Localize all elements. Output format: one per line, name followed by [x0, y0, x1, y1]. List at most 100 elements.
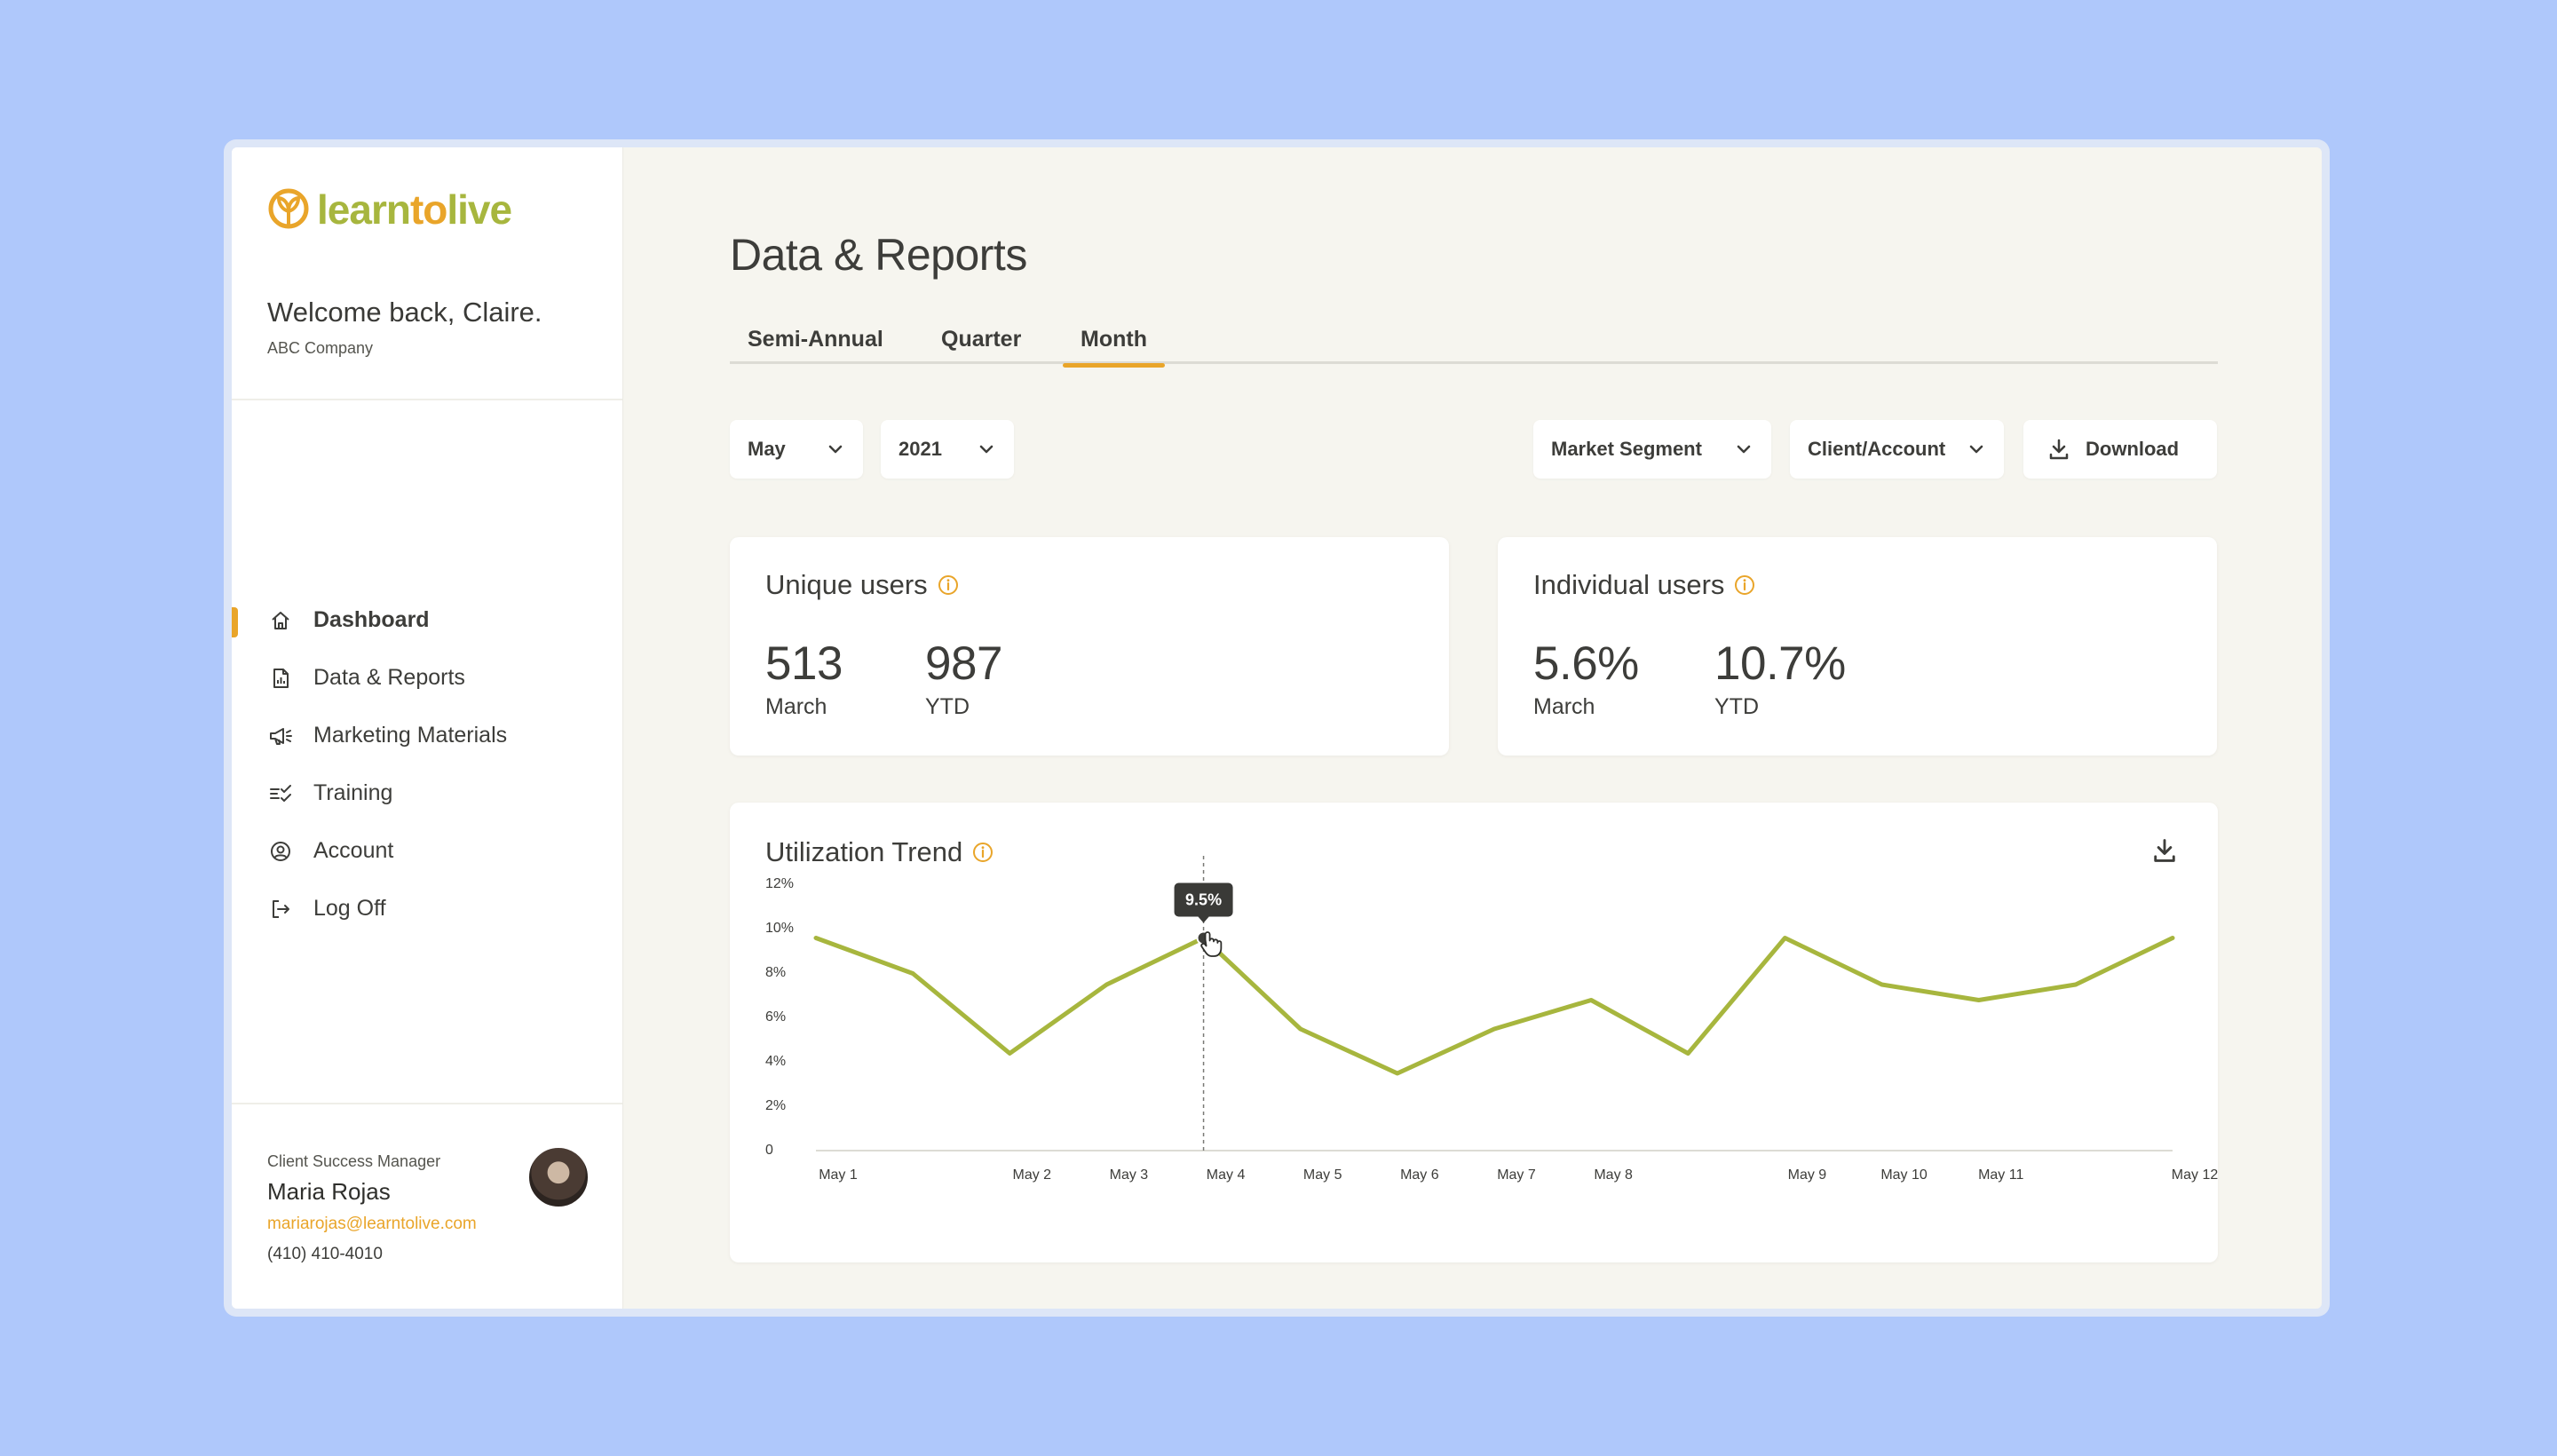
- y-tick-label: 10%: [765, 921, 794, 936]
- stat-label: YTD: [925, 694, 970, 719]
- x-tick-label: May 4: [1207, 1167, 1246, 1183]
- card-title: Utilization Trend: [765, 836, 994, 868]
- card-title: Unique users: [765, 569, 960, 601]
- unique-users-card: Unique users 513 March 987 YTD: [730, 537, 1449, 756]
- y-tick-label: 6%: [765, 1009, 786, 1025]
- sidebar-item-data-reports[interactable]: Data & Reports: [232, 649, 622, 707]
- sidebar-item-label: Dashboard: [313, 607, 430, 632]
- megaphone-icon: [267, 723, 294, 749]
- stat-label: YTD: [1714, 694, 1759, 719]
- download-label: Download: [2086, 438, 2180, 460]
- data-point: [2073, 982, 2078, 987]
- logout-icon: [267, 896, 294, 922]
- y-tick-label: 12%: [765, 876, 794, 891]
- info-icon[interactable]: [971, 841, 994, 864]
- data-point: [1104, 982, 1109, 987]
- info-icon[interactable]: [937, 574, 960, 597]
- welcome-block: Welcome back, Claire. ABC Company: [267, 297, 542, 358]
- utilization-line-chart: 0 2% 4% 6% 8% 10% 12% May 1 May 2 May 3 May 4 May 5…: [765, 856, 2218, 1183]
- welcome-title: Welcome back, Claire.: [267, 297, 542, 328]
- main-content: Data & Reports Semi-Annual Quarter Month…: [623, 147, 2322, 1309]
- csm-name: Maria Rojas: [267, 1178, 391, 1205]
- month-select[interactable]: May: [730, 420, 863, 479]
- card-title: Individual users: [1533, 569, 1756, 601]
- sidebar-item-label: Training: [313, 780, 393, 805]
- stat-label: March: [1533, 694, 1595, 719]
- x-tick-label: May 11: [1978, 1167, 2023, 1183]
- period-tabs: Semi-Annual Quarter Month: [730, 325, 2218, 368]
- sidebar-item-log-off[interactable]: Log Off: [232, 880, 622, 938]
- checklist-icon: [267, 780, 294, 807]
- avatar: [527, 1146, 590, 1208]
- stat-primary: 513 March: [765, 637, 843, 720]
- market-segment-select[interactable]: Market Segment: [1533, 420, 1771, 479]
- data-point: [1685, 1051, 1690, 1056]
- company-name: ABC Company: [267, 339, 374, 357]
- unique-users-title: Unique users: [765, 569, 928, 600]
- hand-cursor-icon: [1200, 931, 1223, 957]
- client-account-select[interactable]: Client/Account: [1790, 420, 2004, 479]
- logo-mark-icon: [268, 188, 309, 229]
- tooltip-box: [1174, 882, 1233, 917]
- x-tick-label: May 10: [1880, 1167, 1928, 1183]
- stat-primary: 5.6% March: [1533, 637, 1639, 720]
- x-tick-label: May 7: [1497, 1167, 1536, 1183]
- brand-logo[interactable]: learntolive: [267, 183, 512, 236]
- report-icon: [267, 665, 294, 692]
- x-tick-label: May 5: [1303, 1167, 1342, 1183]
- sidebar-item-account[interactable]: Account: [232, 822, 622, 880]
- user-circle-icon: [267, 838, 294, 865]
- csm-phone: (410) 410-4010: [267, 1245, 383, 1263]
- year-select-value: 2021: [899, 438, 942, 460]
- data-point: [813, 936, 819, 941]
- sidebar-item-label: Data & Reports: [313, 665, 465, 690]
- x-tick-label: May 12: [2172, 1167, 2218, 1183]
- tab-semi-annual[interactable]: Semi-Annual: [748, 327, 883, 352]
- download-button[interactable]: Download: [2023, 420, 2217, 479]
- x-tick-label: May 9: [1788, 1167, 1827, 1183]
- home-icon: [267, 607, 294, 634]
- sidebar-item-dashboard[interactable]: Dashboard: [232, 591, 622, 649]
- data-point: [910, 971, 915, 977]
- download-icon: [2049, 439, 2069, 460]
- sidebar-item-training[interactable]: Training: [232, 764, 622, 822]
- sidebar-item-marketing-materials[interactable]: Marketing Materials: [232, 707, 622, 764]
- sidebar-item-label: Marketing Materials: [313, 723, 508, 748]
- client-success-manager: Client Success Manager Maria Rojas maria…: [267, 1152, 477, 1264]
- sidebar-nav: Dashboard Data & Reports Marketing Mater…: [232, 591, 622, 938]
- logo-wordmark: learntolive: [317, 186, 512, 233]
- tab-quarter[interactable]: Quarter: [941, 327, 1022, 352]
- data-point: [1976, 998, 1982, 1003]
- csm-email-link[interactable]: mariarojas@learntolive.com: [267, 1215, 477, 1233]
- x-tick-label: May 3: [1110, 1167, 1149, 1183]
- sidebar-divider: [232, 399, 622, 400]
- info-icon[interactable]: [1733, 574, 1756, 597]
- data-point: [1298, 1026, 1303, 1032]
- utilization-trend-card: Utilization Trend 0 2% 4% 6% 8% 10% 12% May 1 Ma…: [730, 803, 2218, 1262]
- chart-download-icon[interactable]: [2150, 836, 2179, 865]
- x-tick-label: May 1: [819, 1167, 858, 1183]
- utilization-title: Utilization Trend: [765, 836, 963, 867]
- y-tick-label: 0: [765, 1143, 773, 1158]
- data-point: [1395, 1071, 1400, 1076]
- data-point: [1492, 1026, 1497, 1032]
- year-select[interactable]: 2021: [881, 420, 1014, 479]
- stat-value: 513: [765, 637, 843, 690]
- page-title: Data & Reports: [730, 230, 1027, 280]
- client-account-value: Client/Account: [1808, 438, 1946, 460]
- month-select-value: May: [748, 438, 786, 460]
- x-tick-label: May 2: [1012, 1167, 1051, 1183]
- sidebar-item-label: Log Off: [313, 896, 386, 921]
- stat-value: 5.6%: [1533, 637, 1639, 690]
- data-point: [1588, 998, 1594, 1003]
- market-segment-value: Market Segment: [1551, 438, 1702, 460]
- y-tick-label: 4%: [765, 1054, 786, 1069]
- sidebar: learntolive Welcome back, Claire. ABC Co…: [232, 147, 623, 1309]
- chevron-down-icon: [1969, 445, 1983, 454]
- csm-role: Client Success Manager: [267, 1152, 441, 1170]
- tooltip-label: 9.5%: [1185, 891, 1222, 909]
- data-point: [2170, 936, 2175, 941]
- y-tick-label: 2%: [765, 1098, 786, 1113]
- tooltip-pointer: [1197, 915, 1210, 923]
- tab-month[interactable]: Month: [1063, 325, 1165, 368]
